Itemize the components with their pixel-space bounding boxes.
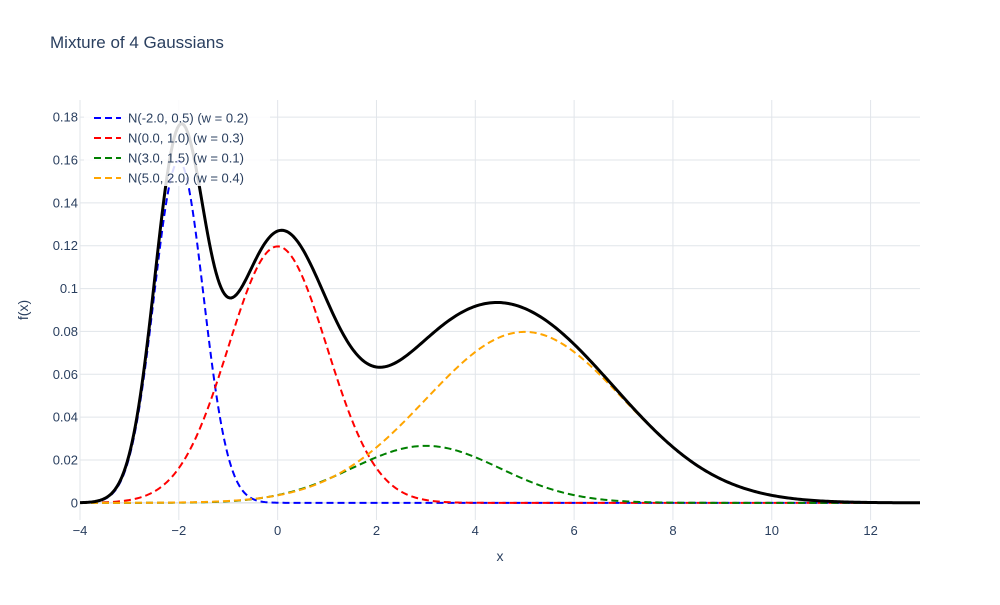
legend-background — [84, 100, 270, 186]
x-tick-label: 2 — [373, 523, 380, 538]
y-tick-label: 0.1 — [60, 281, 78, 296]
legend-item[interactable]: N(5.0, 2.0) (w = 0.4) — [94, 171, 244, 186]
x-axis-title: x — [497, 548, 504, 564]
y-tick-label: 0.04 — [53, 410, 78, 425]
y-axis-title: f(x) — [15, 300, 31, 320]
x-tick-label: −4 — [73, 523, 88, 538]
y-tick-label: 0 — [71, 495, 78, 510]
series-layer — [80, 122, 920, 505]
legend[interactable]: N(-2.0, 0.5) (w = 0.2) N(0.0, 1.0) (w = 0… — [84, 100, 270, 186]
x-tick-label: 0 — [274, 523, 281, 538]
series-line-3 — [80, 444, 920, 504]
x-tick-label: −2 — [171, 523, 186, 538]
total-density-line — [80, 122, 920, 505]
legend-item[interactable]: N(3.0, 1.5) (w = 0.1) — [94, 151, 244, 166]
axis-labels: −4 −2 0 2 4 6 8 10 12 0 0.02 0.04 0.06 0.08 0.1 0.12 0.1… — [15, 110, 878, 564]
series-line-4 — [80, 330, 920, 504]
legend-label: N(5.0, 2.0) (w = 0.4) — [128, 171, 244, 186]
legend-item[interactable]: N(-2.0, 0.5) (w = 0.2) — [94, 111, 248, 126]
legend-label: N(0.0, 1.0) (w = 0.3) — [128, 131, 244, 146]
y-tick-label: 0.08 — [53, 324, 78, 339]
y-tick-label: 0.12 — [53, 238, 78, 253]
x-tick-label: 4 — [472, 523, 479, 538]
y-tick-label: 0.18 — [53, 110, 78, 125]
y-tick-label: 0.14 — [53, 195, 78, 210]
legend-label: N(3.0, 1.5) (w = 0.1) — [128, 151, 244, 166]
x-tick-label: 10 — [765, 523, 779, 538]
x-tick-label: 6 — [571, 523, 578, 538]
legend-label: N(-2.0, 0.5) (w = 0.2) — [128, 111, 248, 126]
x-tick-label: 8 — [669, 523, 676, 538]
chart-title: Mixture of 4 Gaussians — [50, 33, 224, 52]
y-tick-label: 0.16 — [53, 153, 78, 168]
y-tick-label: 0.02 — [53, 453, 78, 468]
y-tick-label: 0.06 — [53, 367, 78, 382]
legend-item[interactable]: N(0.0, 1.0) (w = 0.3) — [94, 131, 244, 146]
x-tick-label: 12 — [863, 523, 877, 538]
